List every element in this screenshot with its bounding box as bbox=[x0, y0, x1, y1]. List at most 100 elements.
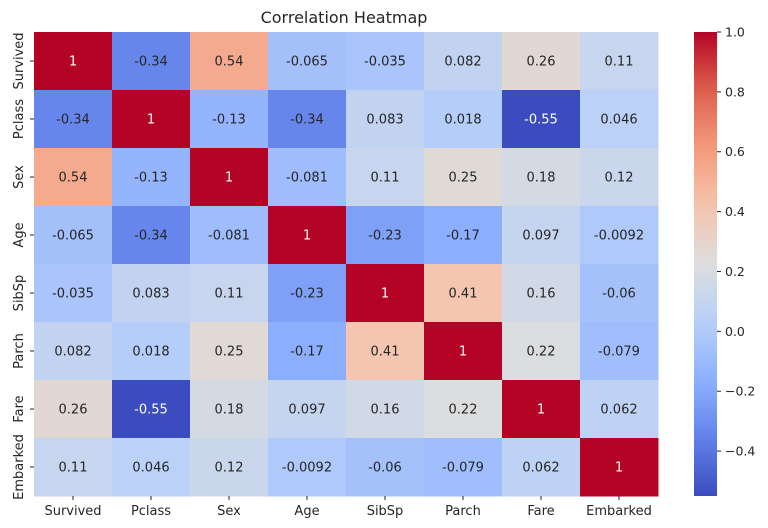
x-tick-label: Parch bbox=[445, 504, 481, 519]
heatmap-cell bbox=[112, 32, 191, 91]
heatmap-cell bbox=[34, 380, 113, 439]
heatmap-cell bbox=[34, 264, 113, 323]
cell-value-label: 0.046 bbox=[600, 113, 637, 128]
cell-value-label: 0.11 bbox=[371, 171, 400, 186]
cell-value-label: 0.046 bbox=[132, 461, 169, 476]
heatmap-cell bbox=[502, 264, 581, 323]
heatmap-cell bbox=[190, 438, 269, 497]
x-axis-ticks: Survived Pclass Sex Age SibSp Parch Fare Embark… bbox=[44, 496, 652, 519]
cell-value-label: -0.081 bbox=[286, 171, 328, 186]
cell-value-label: 0.083 bbox=[132, 287, 169, 302]
heatmap-cell bbox=[268, 206, 347, 265]
cell-value-label: -0.34 bbox=[56, 113, 90, 128]
heatmap-cell bbox=[580, 148, 659, 207]
heatmap-cell bbox=[346, 380, 425, 439]
heatmap-cell bbox=[580, 380, 659, 439]
cell-value-label: -0.34 bbox=[134, 55, 168, 70]
y-tick-label: SibSp bbox=[12, 275, 27, 312]
cell-value-label: 0.22 bbox=[449, 403, 478, 418]
heatmap-cell bbox=[268, 148, 347, 207]
heatmap-cell bbox=[580, 438, 659, 497]
heatmap-cell bbox=[502, 206, 581, 265]
heatmap-cell bbox=[580, 32, 659, 91]
heatmap-cell bbox=[346, 206, 425, 265]
cell-value-label: -0.23 bbox=[290, 287, 324, 302]
x-tick-label: Fare bbox=[527, 504, 554, 519]
heatmap-cell bbox=[268, 32, 347, 91]
x-tick-label: Sex bbox=[217, 504, 241, 519]
cell-value-label: 0.097 bbox=[288, 403, 325, 418]
heatmap-cell bbox=[424, 264, 503, 323]
cell-value-label: -0.06 bbox=[368, 461, 402, 476]
cell-value-label: 0.097 bbox=[522, 229, 559, 244]
heatmap-cell bbox=[424, 206, 503, 265]
cell-value-label: 1 bbox=[615, 461, 623, 476]
colorbar-tick-label: 0.2 bbox=[725, 264, 745, 279]
x-tick-label: Embarked bbox=[586, 504, 652, 519]
x-tick-label: SibSp bbox=[367, 504, 404, 519]
heatmap-cell bbox=[502, 322, 581, 381]
cell-value-label: -0.081 bbox=[208, 229, 250, 244]
cell-value-label: 0.54 bbox=[215, 55, 244, 70]
y-tick-label: Fare bbox=[12, 395, 27, 422]
cell-value-label: 0.26 bbox=[59, 403, 88, 418]
cell-value-label: 0.16 bbox=[371, 403, 400, 418]
cell-value-label: -0.065 bbox=[286, 55, 328, 70]
cell-value-label: 1 bbox=[303, 229, 311, 244]
heatmap-cell bbox=[34, 438, 113, 497]
heatmap-cell bbox=[502, 32, 581, 91]
heatmap-cell bbox=[190, 32, 269, 91]
cell-value-label: 0.11 bbox=[215, 287, 244, 302]
cell-value-label: 0.018 bbox=[444, 113, 481, 128]
cell-value-label: 0.12 bbox=[215, 461, 244, 476]
heatmap-cell bbox=[502, 148, 581, 207]
cell-value-label: 0.083 bbox=[366, 113, 403, 128]
heatmap-cell bbox=[190, 264, 269, 323]
cell-value-label: -0.55 bbox=[134, 403, 168, 418]
colorbar-tick-label: 0.6 bbox=[725, 144, 745, 159]
heatmap-cell bbox=[502, 90, 581, 149]
cell-value-label: -0.035 bbox=[364, 55, 406, 70]
cell-value-label: 1 bbox=[459, 345, 467, 360]
cell-value-label: -0.0092 bbox=[282, 461, 332, 476]
heatmap-cell bbox=[112, 206, 191, 265]
heatmap-cell bbox=[346, 32, 425, 91]
cell-value-label: 0.11 bbox=[59, 461, 88, 476]
colorbar bbox=[694, 32, 717, 496]
colorbar-tick-label: 1.0 bbox=[725, 25, 745, 40]
colorbar-tick-label: −0.4 bbox=[725, 444, 755, 459]
y-tick-label: Sex bbox=[12, 165, 27, 189]
y-tick-label: Age bbox=[12, 222, 27, 247]
cell-value-label: -0.065 bbox=[52, 229, 94, 244]
cell-value-label: -0.17 bbox=[290, 345, 324, 360]
cell-value-label: -0.34 bbox=[134, 229, 168, 244]
cell-value-label: 1 bbox=[537, 403, 545, 418]
cell-value-label: -0.23 bbox=[368, 229, 402, 244]
heatmap-cell bbox=[424, 148, 503, 207]
cell-value-label: 0.25 bbox=[449, 171, 478, 186]
heatmap-cell bbox=[346, 322, 425, 381]
heatmap-cells: 1 -0.34 0.54 -0.065 -0.035 0.082 0.26 0.11 -0.34… bbox=[34, 32, 659, 497]
cell-value-label: 0.22 bbox=[527, 345, 556, 360]
y-tick-label: Pclass bbox=[12, 99, 27, 139]
colorbar-tick-label: 0.4 bbox=[725, 204, 745, 219]
heatmap-cell bbox=[34, 322, 113, 381]
cell-value-label: -0.079 bbox=[442, 461, 484, 476]
heatmap-cell bbox=[580, 264, 659, 323]
heatmap-cell bbox=[112, 322, 191, 381]
heatmap-cell bbox=[346, 90, 425, 149]
heatmap-cell bbox=[424, 380, 503, 439]
cell-value-label: -0.079 bbox=[598, 345, 640, 360]
colorbar-tick-label: 0.0 bbox=[725, 324, 745, 339]
cell-value-label: 0.18 bbox=[527, 171, 556, 186]
heatmap-cell bbox=[112, 148, 191, 207]
cell-value-label: 0.082 bbox=[54, 345, 91, 360]
heatmap-cell bbox=[424, 438, 503, 497]
heatmap-cell bbox=[424, 32, 503, 91]
y-tick-label: Embarked bbox=[12, 434, 27, 500]
heatmap-cell bbox=[424, 322, 503, 381]
heatmap-cell bbox=[346, 148, 425, 207]
cell-value-label: -0.17 bbox=[446, 229, 480, 244]
cell-value-label: -0.06 bbox=[602, 287, 636, 302]
